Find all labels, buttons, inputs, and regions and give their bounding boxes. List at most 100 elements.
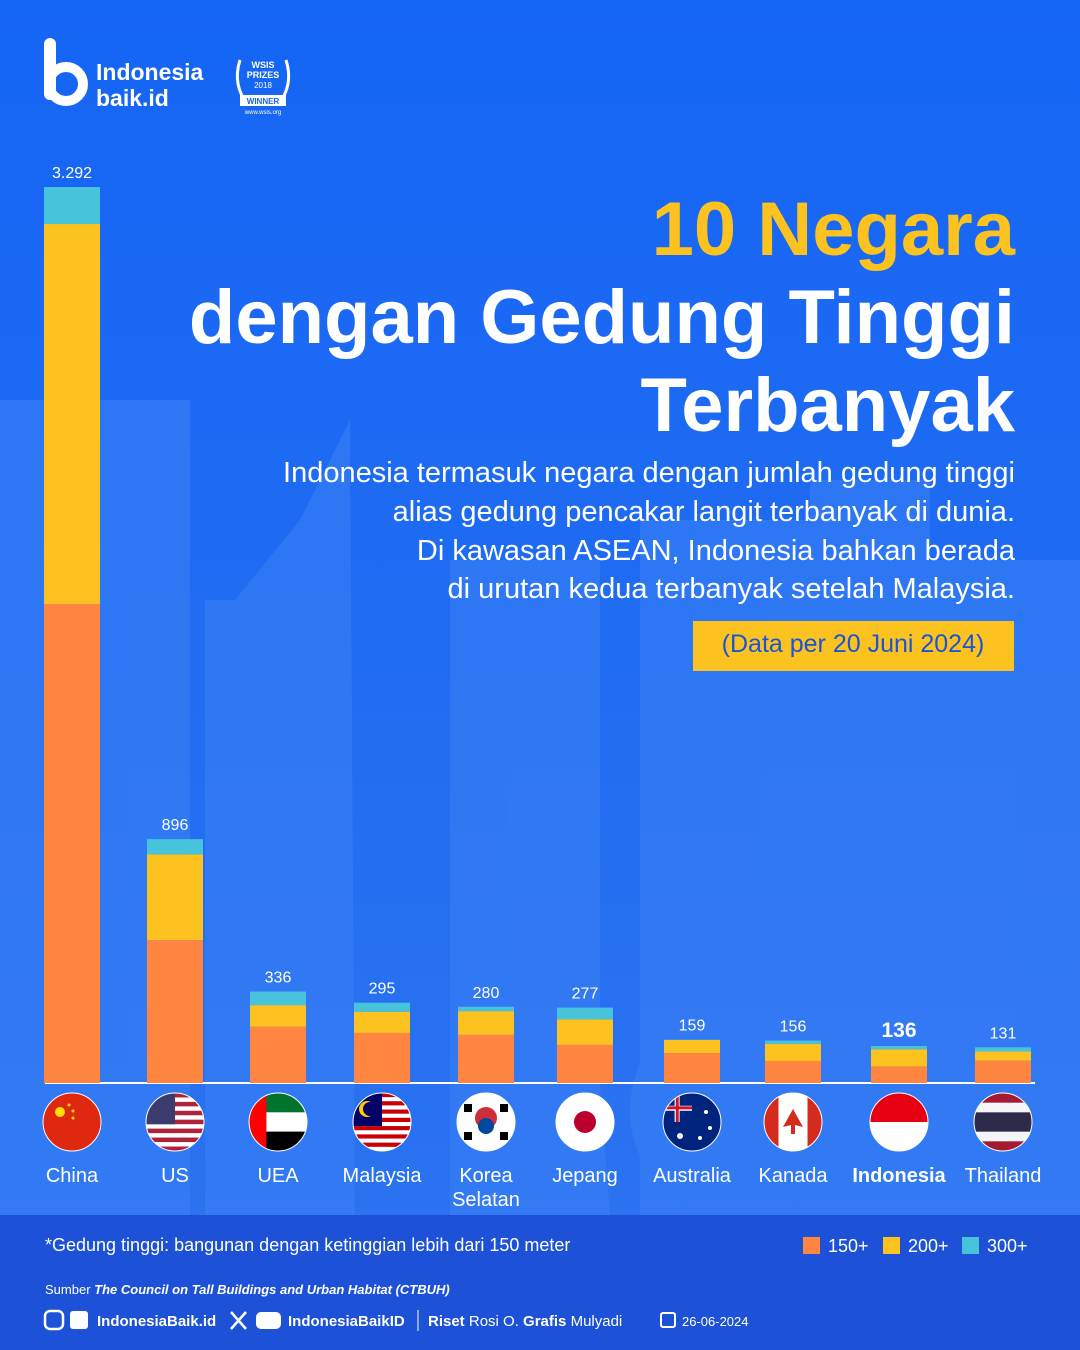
flag-part (677, 1133, 683, 1139)
flag-part (974, 1112, 1032, 1132)
calendar-icon (660, 1312, 676, 1328)
flag-part (71, 1109, 75, 1113)
x-tick-label: China (46, 1165, 99, 1187)
flag-part (146, 1146, 204, 1151)
bar-segment (354, 1032, 410, 1083)
bar-segment (147, 940, 203, 1083)
x-tick-label: US (161, 1165, 189, 1187)
flag (43, 1093, 101, 1151)
flag-part (146, 1137, 204, 1143)
note-box (693, 621, 1014, 671)
flag-ring (456, 1092, 516, 1152)
youtube-icon (256, 1312, 281, 1329)
bar-segment (354, 1011, 410, 1033)
note: (Data per 20 Juni 2024) (722, 630, 985, 658)
x-tick-label: Indonesia (852, 1165, 946, 1187)
bar-segment (765, 1060, 821, 1083)
x-tick-label: Thailand (965, 1165, 1042, 1187)
x-icon (230, 1311, 247, 1330)
x-tick-label: Malaysia (343, 1165, 423, 1187)
flag-part (708, 1126, 712, 1130)
source-name: The Council on Tall Buildings and Urban … (94, 1282, 450, 1297)
x-tick-label: UEA (257, 1165, 299, 1187)
flag (974, 1093, 1032, 1151)
bar-segment (871, 1066, 927, 1083)
badge-text: 2018 (254, 81, 272, 90)
flag-part (500, 1132, 508, 1140)
bar-segment (250, 991, 306, 1006)
total-label: 896 (162, 817, 189, 834)
bar-segment (44, 224, 100, 604)
badge-text: www.wsis.org (244, 110, 281, 116)
flag-part (500, 1104, 508, 1112)
bar-segment (557, 1019, 613, 1045)
flag-part (146, 1124, 204, 1129)
flag-part (478, 1118, 494, 1134)
title-line: Terbanyak (640, 363, 1015, 448)
legend-swatch (883, 1237, 900, 1254)
credit: Rosi O. (469, 1313, 519, 1330)
footnote: *Gedung tinggi: bangunan dengan ketinggi… (45, 1235, 570, 1255)
bar-segment (458, 1006, 514, 1012)
badge-text: WSIS (251, 60, 274, 70)
facebook-icon (70, 1311, 88, 1329)
bar-segment (871, 1049, 927, 1067)
title-line: dengan Gedung Tinggi (189, 275, 1015, 360)
total-label: 159 (679, 1018, 706, 1035)
bar-segment (147, 839, 203, 855)
subtitle-line: di urutan kedua terbanyak setelah Malays… (448, 573, 1015, 605)
bar-segment (147, 854, 203, 941)
legend-label: 200+ (908, 1236, 949, 1256)
total-label: 280 (473, 985, 500, 1002)
bar-segment (458, 1011, 514, 1035)
bar-segment (354, 1002, 410, 1012)
bar-segment (44, 603, 100, 1083)
badge: WSIS PRIZES 2018 WINNER www.wsis.org (235, 59, 291, 116)
legend: 150+ 200+ 300+ (803, 1236, 1028, 1256)
flag-ring (973, 1092, 1033, 1152)
subtitle-line: Di kawasan ASEAN, Indonesia bahkan berad… (417, 535, 1016, 567)
legend-swatch (803, 1237, 820, 1254)
flag-part (353, 1130, 411, 1135)
credit-label: Riset (428, 1313, 465, 1330)
label-line: Selatan (452, 1189, 520, 1211)
logo-text: Indonesia (96, 59, 204, 85)
x-tick-label: Kanada (759, 1165, 829, 1187)
total-label: 136 (881, 1019, 916, 1042)
flag-part (146, 1142, 204, 1147)
flag-part (146, 1128, 204, 1134)
logo-text: baik.id (96, 85, 169, 111)
date: 26-06-2024 (682, 1314, 749, 1329)
x-tick-label: Korea Selatan (452, 1165, 520, 1211)
bar-segment (871, 1045, 927, 1050)
flag-ring (662, 1092, 722, 1152)
badge-text: WINNER (247, 97, 280, 106)
flag-part (574, 1111, 596, 1133)
bar-segment (975, 1051, 1031, 1061)
total-label: 336 (265, 970, 292, 987)
flag-part (67, 1103, 71, 1107)
footer-credits: IndonesiaBaik.id IndonesiaBaikID Riset R… (43, 1309, 749, 1331)
flag-ring (763, 1092, 823, 1152)
handle: IndonesiaBaikID (288, 1313, 405, 1330)
flag-part (353, 1146, 411, 1151)
flag-ring (145, 1092, 205, 1152)
flag-part (146, 1133, 204, 1138)
bar-segment (975, 1047, 1031, 1052)
flag (457, 1093, 515, 1151)
x-tick-label: Australia (653, 1165, 732, 1187)
flag-ring (352, 1092, 412, 1152)
bar-segment (458, 1034, 514, 1083)
flag-part (353, 1134, 411, 1139)
flag-part (353, 1138, 411, 1143)
flag-part (704, 1110, 708, 1114)
logo: Indonesia baik.id (44, 38, 204, 111)
subtitle: Indonesia termasuk negara dengan jumlah … (283, 457, 1016, 605)
flag-part (698, 1136, 702, 1140)
source-label: Sumber (45, 1282, 91, 1297)
bar-segment (664, 1039, 720, 1054)
bar-segment (44, 187, 100, 225)
legend-swatch (962, 1237, 979, 1254)
flag (764, 1093, 822, 1151)
